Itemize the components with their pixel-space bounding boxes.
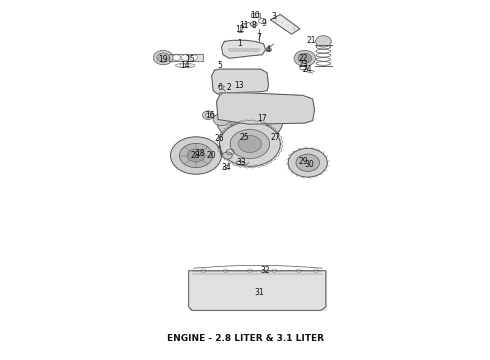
Circle shape [153,50,173,65]
Text: 29: 29 [298,157,308,166]
Text: 34: 34 [221,163,231,172]
Text: 18: 18 [195,149,205,158]
Circle shape [190,55,197,60]
Circle shape [213,113,230,126]
Ellipse shape [252,101,266,115]
Text: 33: 33 [236,158,246,167]
Ellipse shape [276,101,290,115]
Text: 1: 1 [237,39,242,48]
Text: 19: 19 [158,55,168,64]
Circle shape [266,48,271,52]
Circle shape [230,105,270,134]
Text: 10: 10 [250,10,260,19]
Circle shape [172,55,180,60]
Text: 31: 31 [254,288,264,297]
Ellipse shape [228,101,242,115]
Circle shape [314,269,318,273]
Circle shape [220,122,280,166]
Text: 30: 30 [305,161,315,169]
Circle shape [250,22,257,27]
Circle shape [222,152,232,159]
Circle shape [238,135,262,153]
Circle shape [181,55,189,60]
Text: 9: 9 [261,19,266,28]
Circle shape [179,143,213,168]
Text: 17: 17 [257,113,267,122]
Polygon shape [189,271,326,310]
Circle shape [171,137,221,174]
Polygon shape [212,69,269,94]
Circle shape [298,53,312,63]
Text: 8: 8 [251,21,256,30]
Circle shape [247,269,252,273]
FancyBboxPatch shape [236,83,242,86]
Text: 21: 21 [306,36,316,45]
Text: 22: 22 [298,54,308,63]
Text: 20: 20 [207,151,217,160]
Text: 5: 5 [217,61,222,70]
Circle shape [238,111,262,128]
Circle shape [272,269,277,273]
Polygon shape [169,54,203,61]
Text: 6: 6 [217,83,222,91]
Ellipse shape [254,104,263,112]
Text: 3: 3 [271,12,276,21]
Circle shape [296,154,319,171]
Polygon shape [270,14,300,34]
Circle shape [223,269,228,273]
Circle shape [288,148,327,177]
Polygon shape [217,93,315,124]
Circle shape [230,130,270,158]
Circle shape [157,53,170,62]
Polygon shape [221,40,266,58]
Text: 28: 28 [190,151,200,160]
Circle shape [202,111,214,120]
Text: 13: 13 [234,81,244,90]
Ellipse shape [279,104,288,112]
FancyBboxPatch shape [251,13,260,17]
Text: ENGINE - 2.8 LITER & 3.1 LITER: ENGINE - 2.8 LITER & 3.1 LITER [167,334,323,343]
Circle shape [217,95,283,144]
Ellipse shape [231,104,240,112]
Text: 14: 14 [180,61,190,70]
Text: 11: 11 [239,21,249,30]
Text: 4: 4 [266,45,271,54]
Text: 26: 26 [215,134,224,143]
Text: 7: 7 [256,33,261,42]
Text: 23: 23 [298,60,308,69]
Circle shape [187,149,205,162]
Text: 12: 12 [235,25,245,34]
Text: 32: 32 [261,266,270,275]
Text: 2: 2 [227,83,232,91]
Circle shape [294,50,316,66]
Text: 27: 27 [270,133,280,142]
Text: 25: 25 [239,133,249,142]
Text: 24: 24 [303,65,313,74]
Circle shape [316,36,331,47]
Circle shape [296,269,301,273]
Text: 16: 16 [205,111,215,120]
Text: 15: 15 [185,55,195,64]
Circle shape [201,269,206,273]
